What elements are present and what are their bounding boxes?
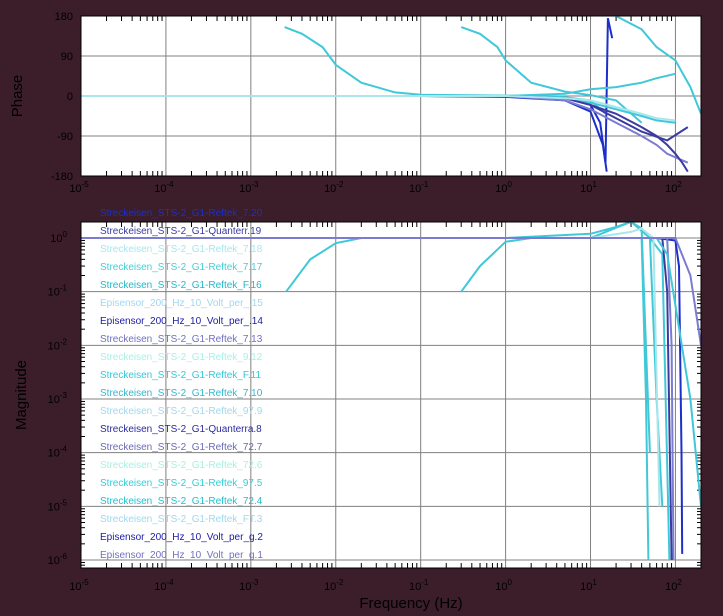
magnitude-ytick-label: 10-4 [48, 445, 68, 460]
legend-entry: Streckeisen_STS-2_G1-Reftek_72.6 [100, 460, 263, 471]
phase-series-line [460, 26, 643, 124]
magnitude-ytick-label: 10-6 [48, 552, 68, 567]
phase-ytick-label: 180 [55, 11, 73, 23]
legend-entry: Streckeisen_STS-2_G1-Reftek_FT.3 [100, 514, 263, 525]
magnitude-ytick-label: 10-5 [48, 498, 68, 513]
phase-ytick-label: 90 [61, 51, 73, 63]
phase-xtick-label: 101 [580, 180, 597, 195]
magnitude-ytick-label: 10-2 [48, 337, 68, 352]
phase-xtick-label: 10-2 [324, 180, 344, 195]
phase-axis-title: Phase [9, 75, 26, 118]
phase-ytick-label: 0 [67, 91, 73, 103]
magnitude-series-line [81, 237, 701, 346]
magnitude-xtick-label: 100 [495, 578, 512, 593]
magnitude-xtick-label: 10-3 [239, 578, 259, 593]
magnitude-ytick-label: 100 [50, 230, 67, 245]
phase-series-group [81, 16, 701, 173]
phase-xtick-label: 10-5 [69, 180, 89, 195]
phase-xtick-label: 10-1 [409, 180, 429, 195]
legend-entry: Streckeisen_STS-2_G1-Reftek_7.13 [100, 334, 263, 345]
legend-entry: Streckeisen_STS-2_G1-Reftek_7.18 [100, 244, 263, 255]
phase-xtick-label: 10-3 [239, 180, 259, 195]
phase-xtick-label: 10-4 [154, 180, 174, 195]
legend-entry: Streckeisen_STS-2_G1-Reftek_7.10 [100, 388, 263, 399]
magnitude-xtick-label: 101 [580, 578, 597, 593]
legend-entry: Streckeisen_STS-2_G1-Reftek_9.12 [100, 352, 263, 363]
magnitude-xtick-label: 10-2 [324, 578, 344, 593]
legend-entry: Streckeisen_STS-2_G1-Reftek_72.4 [100, 496, 263, 507]
magnitude-ytick-label: 10-3 [48, 391, 68, 406]
phase-series-line [590, 103, 689, 173]
legend-entry: Streckeisen_STS-2_G1-Reftek_F.11 [100, 370, 261, 381]
legend-entry: Episensor_200_Hz_10_Volt_per_.14 [100, 316, 263, 327]
legend-entry: Episensor_200_Hz_10_Volt_per_g.2 [100, 532, 263, 543]
phase-series-line [81, 95, 676, 122]
legend-entry: Streckeisen_STS-2_G1-Quanterra.8 [100, 424, 262, 435]
legend-entry: Streckeisen_STS-2_G1-Reftek_97.5 [100, 478, 263, 489]
phase-xtick-label: 100 [495, 180, 512, 195]
magnitude-xtick-label: 10-5 [69, 578, 89, 593]
legend-entry: Streckeisen_STS-2_G1-Quanterr.19 [100, 226, 262, 237]
magnitude-ytick-label: 10-1 [48, 284, 68, 299]
legend-entry: Streckeisen_STS-2_G1-Reftek_97.9 [100, 406, 263, 417]
legend-entry: Streckeisen_STS-2_G1-Reftek_F.16 [100, 280, 262, 291]
phase-ytick-label: -90 [57, 131, 73, 143]
phase-ytick-label: -180 [51, 171, 73, 183]
phase-frame [80, 15, 702, 177]
magnitude-plot-area [81, 222, 701, 568]
magnitude-xtick-label: 10-4 [154, 578, 174, 593]
magnitude-axis-title: Magnitude [13, 360, 30, 430]
legend-entry: Episensor_200_Hz_10_Volt_per_.15 [100, 298, 263, 309]
phase-xtick-label: 102 [665, 180, 682, 195]
legend-entry: Streckeisen_STS-2_G1-Reftek_7.20 [100, 208, 263, 219]
legend-entry: Episensor_200_Hz_10_Volt_per_g.1 [100, 550, 263, 561]
legend-entry: Streckeisen_STS-2_G1-Reftek_7.17 [100, 262, 263, 273]
magnitude-xtick-label: 102 [665, 578, 682, 593]
legend-entry: Streckeisen_STS-2_G1-Reftek_72.7 [100, 442, 263, 453]
magnitude-series-group [81, 222, 701, 561]
magnitude-xtick-label: 10-1 [409, 578, 429, 593]
magnitude-frame [80, 221, 702, 569]
phase-series-line [615, 16, 701, 115]
x-axis-title: Frequency (Hz) [359, 595, 462, 612]
